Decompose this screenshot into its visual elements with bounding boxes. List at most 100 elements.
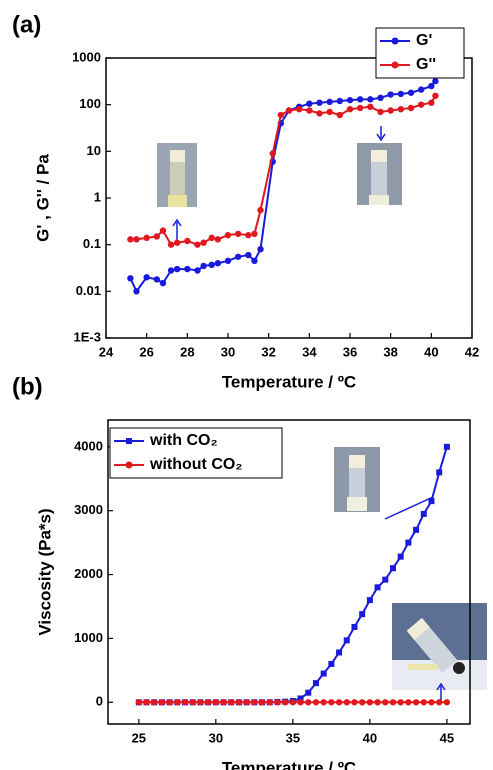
data-point — [259, 699, 265, 705]
data-point — [290, 699, 296, 705]
data-point — [133, 288, 139, 294]
data-point — [421, 511, 427, 517]
data-point — [390, 565, 396, 571]
x-tick-label: 36 — [343, 344, 357, 359]
data-point — [377, 95, 383, 101]
data-point — [127, 275, 133, 281]
data-point — [200, 240, 206, 246]
data-point — [413, 527, 419, 533]
data-point — [159, 699, 165, 705]
data-point — [184, 238, 190, 244]
x-tick-label: 42 — [465, 344, 479, 359]
x-tick-label: 45 — [440, 730, 454, 745]
vial-photo — [357, 143, 402, 213]
data-point — [421, 699, 427, 705]
data-point — [174, 699, 180, 705]
data-point — [194, 241, 200, 247]
data-point — [337, 112, 343, 118]
data-point — [296, 106, 302, 112]
data-point — [297, 699, 303, 705]
legend-marker — [126, 438, 132, 444]
y-tick-label: 2000 — [74, 566, 103, 581]
legend-marker — [126, 462, 133, 469]
x-tick-label: 38 — [383, 344, 397, 359]
data-point — [209, 235, 215, 241]
legend-marker — [392, 38, 399, 45]
data-point — [151, 699, 157, 705]
y-tick-label: 1000 — [72, 49, 101, 64]
data-point — [213, 699, 219, 705]
y-tick-label: 1000 — [74, 630, 103, 645]
data-point — [418, 101, 424, 107]
data-point — [359, 611, 365, 617]
data-point — [408, 90, 414, 96]
data-point — [387, 91, 393, 97]
data-point — [174, 266, 180, 272]
data-point — [143, 274, 149, 280]
data-point — [235, 254, 241, 260]
data-point — [160, 227, 166, 233]
data-point — [235, 231, 241, 237]
data-point — [398, 91, 404, 97]
x-tick-label: 35 — [286, 730, 300, 745]
data-point — [305, 690, 311, 696]
data-point — [160, 280, 166, 286]
y-axis-label: G' , G'' / Pa — [33, 154, 52, 242]
x-tick-label: 28 — [180, 344, 194, 359]
data-point — [336, 699, 342, 705]
data-point — [428, 83, 434, 89]
data-point — [220, 699, 226, 705]
legend-marker — [392, 62, 399, 69]
data-point — [209, 262, 215, 268]
data-point — [436, 469, 442, 475]
y-tick-label: 3000 — [74, 502, 103, 517]
data-point — [154, 276, 160, 282]
x-tick-label: 30 — [221, 344, 235, 359]
x-axis-label: Temperature / ºC — [222, 372, 356, 391]
data-point — [182, 699, 188, 705]
data-point — [313, 699, 319, 705]
data-point — [367, 597, 373, 603]
data-point — [428, 498, 434, 504]
data-point — [367, 104, 373, 110]
data-point — [282, 699, 288, 705]
data-point — [326, 99, 332, 105]
data-point — [382, 577, 388, 583]
data-point — [127, 236, 133, 242]
data-point — [377, 109, 383, 115]
data-point — [328, 661, 334, 667]
y-tick-label: 100 — [79, 96, 101, 111]
data-point — [316, 100, 322, 106]
data-point — [337, 98, 343, 104]
y-tick-label: 10 — [87, 143, 101, 158]
data-point — [245, 232, 251, 238]
data-point — [278, 112, 284, 118]
data-point — [306, 107, 312, 113]
data-point — [359, 699, 365, 705]
x-tick-label: 26 — [139, 344, 153, 359]
data-point — [418, 86, 424, 92]
vial-photo — [157, 143, 197, 215]
x-tick-label: 34 — [302, 344, 317, 359]
y-tick-label: 0.01 — [76, 283, 101, 298]
data-point — [432, 93, 438, 99]
data-point — [375, 584, 381, 590]
data-point — [320, 699, 326, 705]
x-tick-label: 32 — [261, 344, 275, 359]
data-point — [436, 699, 442, 705]
data-point — [444, 444, 450, 450]
y-tick-label: 0 — [96, 694, 103, 709]
data-point — [197, 699, 203, 705]
data-point — [267, 699, 273, 705]
data-point — [413, 699, 419, 705]
data-point — [432, 78, 438, 84]
data-point — [398, 554, 404, 560]
data-point — [351, 624, 357, 630]
panel-label: (b) — [12, 373, 43, 400]
y-tick-label: 1 — [94, 189, 101, 204]
data-point — [166, 699, 172, 705]
data-point — [316, 110, 322, 116]
data-point — [347, 97, 353, 103]
data-point — [405, 699, 411, 705]
data-point — [257, 207, 263, 213]
